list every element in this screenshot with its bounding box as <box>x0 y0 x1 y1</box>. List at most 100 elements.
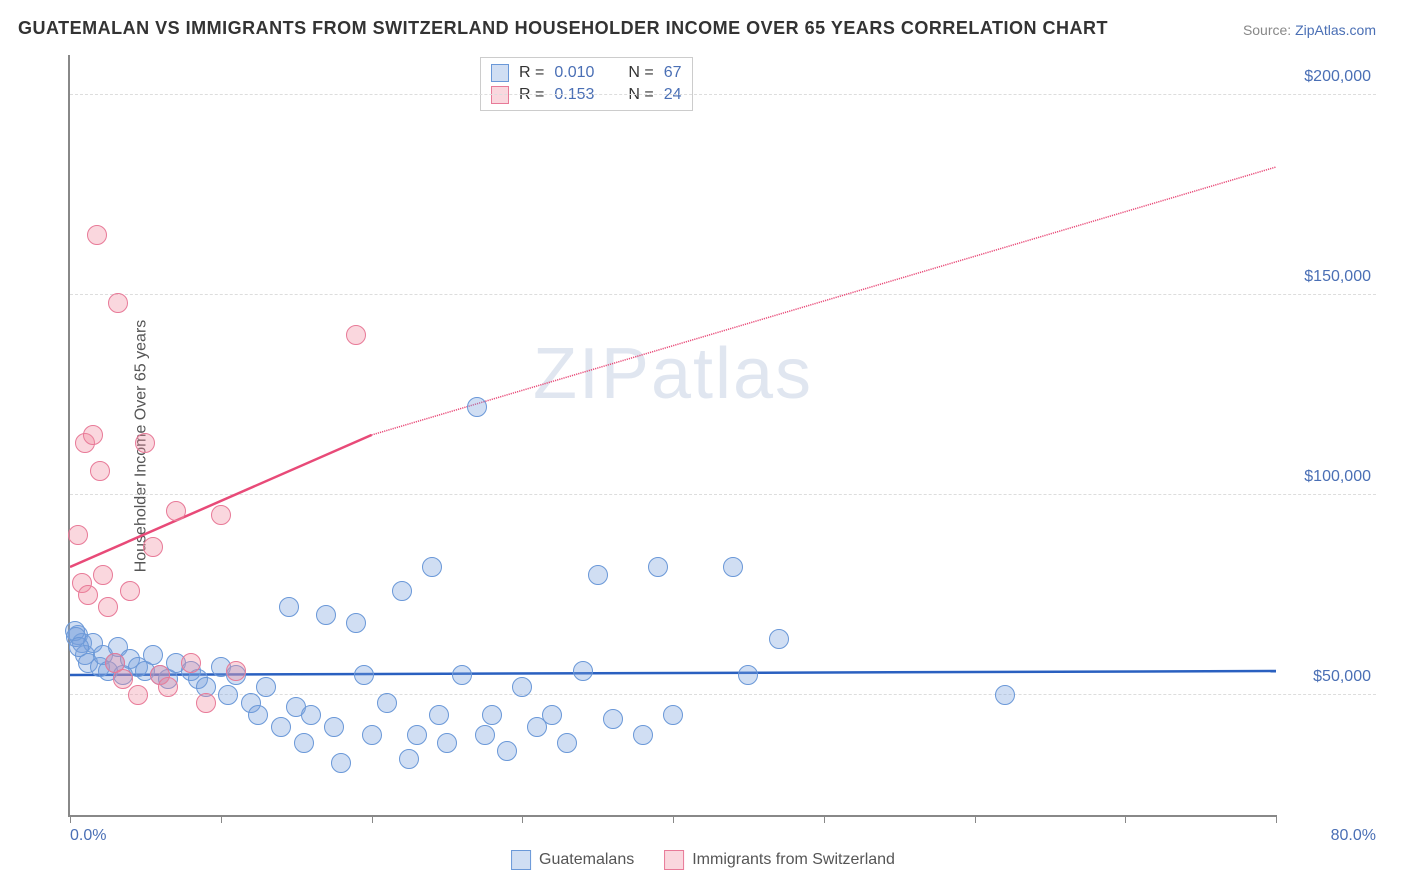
data-point <box>324 717 344 737</box>
data-point <box>218 685 238 705</box>
data-point <box>87 225 107 245</box>
series-legend: Guatemalans Immigrants from Switzerland <box>511 850 895 870</box>
x-tick <box>522 815 523 823</box>
data-point <box>588 565 608 585</box>
data-point <box>603 709 623 729</box>
stats-r-label: R = <box>519 64 544 82</box>
data-point <box>158 677 178 697</box>
stats-r-value: 0.153 <box>554 86 594 104</box>
data-point <box>723 557 743 577</box>
x-tick <box>1125 815 1126 823</box>
legend-swatch <box>664 850 684 870</box>
data-point <box>69 637 89 657</box>
data-point <box>663 705 683 725</box>
y-tick-label: $50,000 <box>1313 668 1371 686</box>
legend-item: Immigrants from Switzerland <box>664 850 895 870</box>
stats-n-label: N = <box>628 64 653 82</box>
data-point <box>301 705 321 725</box>
data-point <box>399 749 419 769</box>
data-point <box>362 725 382 745</box>
legend-item: Guatemalans <box>511 850 634 870</box>
watermark-atlas: atlas <box>651 334 813 414</box>
legend-swatch <box>511 850 531 870</box>
chart-title: GUATEMALAN VS IMMIGRANTS FROM SWITZERLAN… <box>18 18 1108 39</box>
data-point <box>429 705 449 725</box>
data-point <box>108 293 128 313</box>
y-tick-label: $200,000 <box>1304 68 1371 86</box>
plot-area: ZIPatlas R =0.010N =67R =0.153N =24 0.0%… <box>68 55 1276 817</box>
data-point <box>452 665 472 685</box>
x-axis-max-label: 80.0% <box>1331 827 1376 845</box>
data-point <box>467 397 487 417</box>
data-point <box>422 557 442 577</box>
x-tick <box>70 815 71 823</box>
data-point <box>211 505 231 525</box>
data-point <box>93 565 113 585</box>
y-tick-label: $100,000 <box>1304 468 1371 486</box>
stats-row: R = 0.010 N = 67 <box>491 62 682 84</box>
x-tick <box>221 815 222 823</box>
stats-swatch <box>491 64 509 82</box>
y-tick-label: $150,000 <box>1304 268 1371 286</box>
data-point <box>226 661 246 681</box>
data-point <box>316 605 336 625</box>
data-point <box>248 705 268 725</box>
stats-r-label: R = <box>519 86 544 104</box>
data-point <box>738 665 758 685</box>
chart-outer: Householder Income Over 65 years ZIPatla… <box>50 55 1376 837</box>
x-axis-min-label: 0.0% <box>70 827 106 845</box>
data-point <box>407 725 427 745</box>
source-prefix: Source: <box>1243 22 1295 38</box>
data-point <box>331 753 351 773</box>
data-point <box>557 733 577 753</box>
x-tick <box>372 815 373 823</box>
stats-r-value: 0.010 <box>554 64 594 82</box>
data-point <box>542 705 562 725</box>
stats-swatch <box>491 86 509 104</box>
data-point <box>377 693 397 713</box>
data-point <box>294 733 314 753</box>
data-point <box>68 525 88 545</box>
data-point <box>78 585 98 605</box>
data-point <box>475 725 495 745</box>
data-point <box>166 501 186 521</box>
data-point <box>120 581 140 601</box>
data-point <box>573 661 593 681</box>
source-link[interactable]: ZipAtlas.com <box>1295 22 1376 38</box>
legend-label: Immigrants from Switzerland <box>692 851 895 869</box>
gridline <box>70 94 1376 95</box>
data-point <box>497 741 517 761</box>
data-point <box>256 677 276 697</box>
watermark-zip: ZIP <box>533 334 651 414</box>
source-attribution: Source: ZipAtlas.com <box>1243 22 1376 38</box>
data-point <box>83 425 103 445</box>
data-point <box>512 677 532 697</box>
legend-label: Guatemalans <box>539 851 634 869</box>
data-point <box>769 629 789 649</box>
data-point <box>392 581 412 601</box>
data-point <box>995 685 1015 705</box>
data-point <box>143 645 163 665</box>
data-point <box>135 433 155 453</box>
data-point <box>633 725 653 745</box>
stats-row: R = 0.153 N = 24 <box>491 84 682 106</box>
x-tick <box>1276 815 1277 823</box>
stats-legend-box: R = 0.010 N = 67 R = 0.153 N = 24 <box>480 57 693 111</box>
data-point <box>648 557 668 577</box>
data-point <box>181 653 201 673</box>
data-point <box>354 665 374 685</box>
watermark: ZIPatlas <box>533 333 813 415</box>
stats-n-value: 24 <box>664 86 682 104</box>
data-point <box>346 613 366 633</box>
stats-n-value: 67 <box>664 64 682 82</box>
stats-n-label: N = <box>628 86 653 104</box>
data-point <box>279 597 299 617</box>
data-point <box>482 705 502 725</box>
data-point <box>437 733 457 753</box>
x-tick <box>975 815 976 823</box>
data-point <box>346 325 366 345</box>
gridline <box>70 494 1376 495</box>
chart-container: GUATEMALAN VS IMMIGRANTS FROM SWITZERLAN… <box>0 0 1406 892</box>
data-point <box>196 693 216 713</box>
x-tick <box>673 815 674 823</box>
